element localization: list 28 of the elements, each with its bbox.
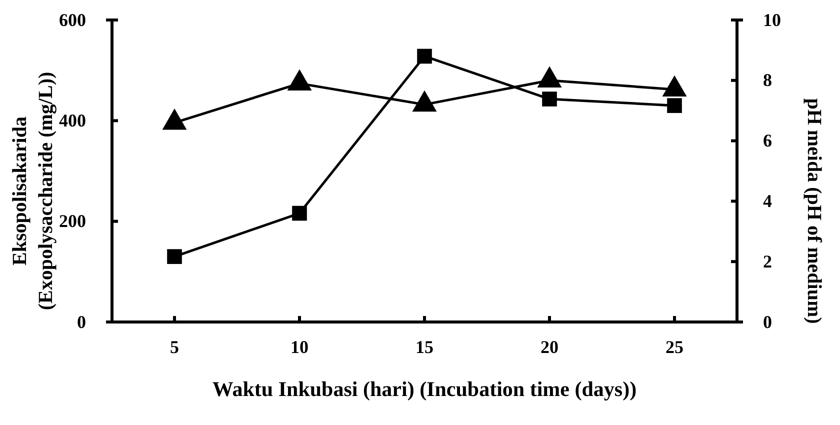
x-tick-label: 10 <box>290 336 308 357</box>
point <box>537 66 562 88</box>
point <box>542 92 557 106</box>
y2-tick-label: 4 <box>763 190 772 211</box>
x-tick-label: 15 <box>416 336 434 357</box>
point <box>412 90 437 112</box>
point <box>417 48 432 64</box>
x-axis-title: Waktu Inkubasi (hari) (Incubation time (days)) <box>212 377 637 401</box>
point <box>167 249 182 264</box>
y2-tick-label: 2 <box>763 251 772 272</box>
y-tick-label: 0 <box>77 312 86 332</box>
x-tick-label: 25 <box>666 336 684 357</box>
y-axis-title: Eksopolisakarida (Exopolysaccharide (mg/L)) <box>9 72 57 310</box>
y2-tick-label: 8 <box>763 70 772 90</box>
point <box>662 75 687 97</box>
y-tick-label: 400 <box>59 110 86 130</box>
point <box>292 206 307 221</box>
y2-axis-title: pH meida (pH of medium) <box>803 98 825 324</box>
x-tick-label: 20 <box>540 336 558 357</box>
x-tick-label: 5 <box>170 336 179 357</box>
y2-tick-label: 10 <box>763 10 781 30</box>
y-tick-label: 600 <box>59 10 86 30</box>
point <box>162 108 187 130</box>
point <box>667 98 682 113</box>
y2-tick-label: 0 <box>763 312 772 332</box>
point <box>287 69 312 90</box>
y-tick-label: 200 <box>59 211 86 232</box>
y2-tick-label: 6 <box>763 130 772 151</box>
